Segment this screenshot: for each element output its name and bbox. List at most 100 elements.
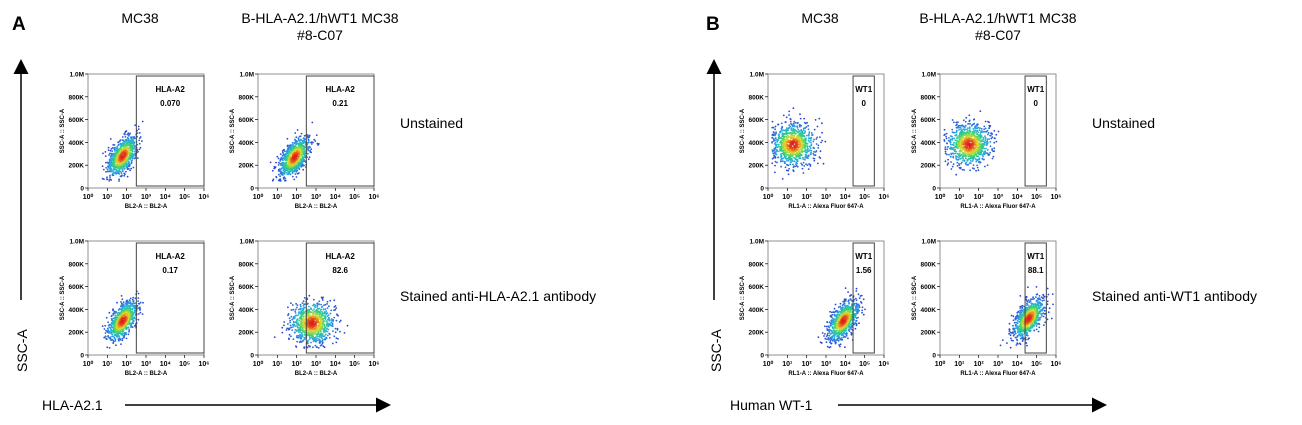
event-dot [132,300,134,303]
event-dot [795,151,798,154]
event-dot [810,149,813,152]
event-dot [986,164,989,166]
event-dot [112,313,115,316]
event-dot [777,156,780,159]
event-dot [808,137,810,140]
event-dot [112,309,114,312]
event-dot [990,137,993,140]
event-dot [958,158,960,160]
event-dot [803,132,805,135]
event-dot [820,141,822,144]
event-dot [297,322,300,324]
event-dot [779,160,782,163]
event-dot [771,136,774,139]
event-dot [802,161,805,164]
event-dot [952,152,955,155]
gate-name: HLA-A2 [325,85,355,94]
event-dot [807,134,810,137]
event-dot [128,328,130,331]
event-dot [813,159,816,162]
dot-cloud [273,294,349,349]
event-dot [120,145,123,148]
event-dot [771,162,774,165]
y-tick-label: 400K [68,140,84,147]
event-dot [284,179,286,182]
event-dot [946,153,948,156]
event-dot [295,345,297,347]
event-dot [276,155,279,158]
event-dot [334,331,337,334]
gate-box [305,242,375,354]
event-dot [819,150,822,153]
event-dot [983,147,986,150]
event-dot [969,169,971,172]
event-dot [974,158,977,160]
event-dot [118,308,120,311]
event-dot [281,331,284,334]
event-dot [807,168,810,170]
event-dot [975,169,977,172]
event-dot [775,138,778,141]
event-dot [800,162,803,165]
event-dot [301,334,304,337]
event-dot [109,174,111,177]
event-dot [980,127,983,130]
event-dot [787,173,790,176]
event-dot [967,163,970,166]
event-dot [312,304,314,307]
event-dot [947,146,949,148]
plot-x-label: RL1-A :: Alexa Fluor 647-A [788,204,864,210]
event-dot [775,153,778,156]
dot-cloud [101,120,144,182]
event-dot [282,169,285,172]
event-dot [302,339,305,342]
event-dot [944,133,946,136]
event-dot [951,119,954,121]
event-dot [804,158,806,161]
event-dot [137,313,140,315]
event-dot [774,128,776,131]
event-dot [328,337,331,339]
event-dot [139,146,142,149]
event-dot [118,337,121,339]
event-dot [802,172,805,174]
y-tick-label: 800K [238,261,254,268]
event-dot [107,146,110,149]
event-dot [965,161,968,164]
plot-x-label: BL2-A :: BL2-A [125,371,168,377]
event-dot [310,143,313,145]
event-dot [960,124,963,127]
event-dot [793,165,795,167]
event-dot [968,114,971,117]
event-dot [132,137,135,140]
event-dot [114,314,117,317]
event-dot [130,167,133,170]
event-dot [984,165,986,168]
event-dot [981,154,984,157]
event-dot [821,122,823,125]
event-dot [302,168,305,171]
event-dot [121,155,124,158]
event-dot [774,157,777,159]
event-dot [821,139,824,142]
event-dot [120,172,123,174]
event-dot [291,304,294,306]
event-dot [975,160,978,163]
event-dot [134,148,136,150]
event-dot [794,129,796,132]
event-dot [332,330,334,332]
event-dot [967,127,969,130]
event-dot [802,127,805,130]
event-dot [810,139,812,142]
event-dot [291,329,293,331]
event-dot [107,329,110,332]
event-dot [122,334,125,337]
event-dot [817,147,820,149]
event-dot [299,305,302,308]
event-dot [333,335,336,338]
event-dot [327,328,330,331]
event-dot [808,131,811,134]
dot-cloud [943,110,1000,176]
event-dot [120,343,122,345]
event-dot [949,141,952,144]
